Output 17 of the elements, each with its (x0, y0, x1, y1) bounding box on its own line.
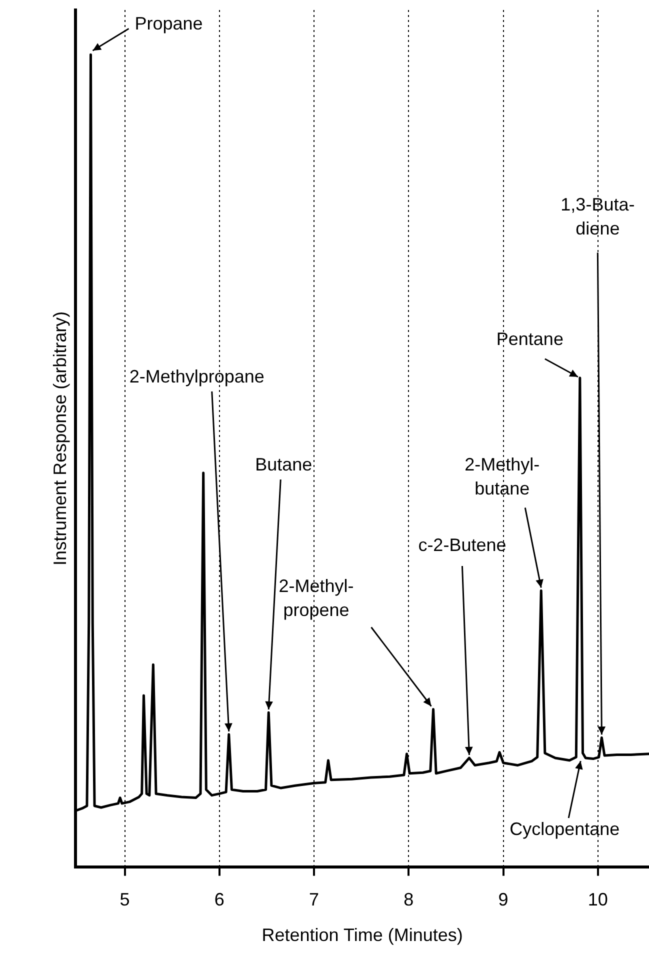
annotation: Butane (255, 454, 312, 474)
annotation: 2-Methyl- propene (278, 576, 354, 620)
annotation: 1,3-Buta- diene (560, 194, 635, 239)
x-tick-label: 10 (588, 890, 608, 910)
x-tick-label: 5 (120, 890, 130, 910)
x-tick-label: 7 (309, 890, 320, 910)
annotation: Pentane (496, 328, 564, 349)
annotation: 2-Methylpropane (129, 366, 264, 386)
annotation: Cyclopentane (510, 818, 620, 839)
x-tick-label: 8 (404, 890, 414, 910)
x-axis-title: Retention Time (Minutes) (262, 925, 463, 946)
annotation: c-2-Butene (418, 534, 506, 555)
x-tick-label: 9 (498, 890, 508, 910)
y-axis-title: Instrument Response (arbitrary) (50, 311, 70, 566)
annotation: 2-Methyl- butane (464, 454, 540, 499)
annotation: Propane (134, 14, 203, 34)
x-tick-label: 6 (214, 890, 224, 910)
